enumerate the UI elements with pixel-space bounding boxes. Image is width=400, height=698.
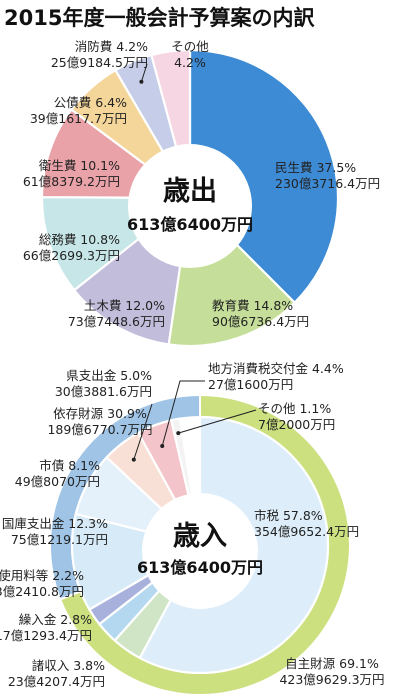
revenue-ring-label-0: 自主財源 69.1% 423億9629.3万円 xyxy=(279,656,384,687)
expense-center-hole xyxy=(128,144,252,268)
expense-label-7: その他 4.2% xyxy=(171,39,209,70)
revenue-label-3: 使用料等 2.2%13億2410.8万円 xyxy=(0,568,84,599)
revenue-leader-8-dot xyxy=(176,431,181,436)
revenue-leader-6-dot xyxy=(131,457,136,462)
revenue-label-5: 市債 8.1% 49億8070万円 xyxy=(15,458,100,489)
expense-label-2: 土木費 12.0% 73億7448.6万円 xyxy=(68,298,165,329)
revenue-label-2: 繰入金 2.8% 17億1293.4万円 xyxy=(0,612,92,643)
revenue-leader-7 xyxy=(161,380,205,447)
expense-label-1: 教育費 14.8% 90億6736.4万円 xyxy=(212,298,309,329)
expense-leader-6 xyxy=(140,63,148,82)
expense-label-0: 民生費 37.5% 230億3716.4万円 xyxy=(275,160,380,191)
revenue-center-total: 613億6400万円 xyxy=(137,558,263,577)
expense-label-5: 公債費 6.4% 39億1617.7万円 xyxy=(30,95,127,126)
revenue-label-7: 地方消費税交付金 4.4% 27億1600万円 xyxy=(208,361,344,392)
revenue-center-title: 歳入 xyxy=(173,521,227,552)
revenue-label-1: 諸収入 3.8% 23億4207.4万円 xyxy=(8,658,105,689)
expense-label-4: 衛生費 10.1% 61億8379.2万円 xyxy=(23,158,120,189)
revenue-label-0: 市税 57.8% 354億9652.4万円 xyxy=(254,508,359,539)
revenue-leader-8 xyxy=(178,409,257,434)
revenue-center-hole xyxy=(142,493,258,609)
revenue-ring-label-1: 依存財源 30.9% 189億6770.7万円 xyxy=(47,406,152,437)
revenue-leader-7-dot xyxy=(160,443,165,448)
revenue-label-8: その他 1.1% 7億2000万円 xyxy=(258,401,335,432)
revenue-label-4: 国庫支出金 12.3% 75億1219.1万円 xyxy=(2,516,108,547)
page-title: 2015年度一般会計予算案の内訳 xyxy=(4,6,315,30)
expense-slice-0 xyxy=(188,48,340,305)
revenue-leader-6 xyxy=(133,403,153,460)
expense-label-6: 消防費 4.2% 25億9184.5万円 xyxy=(51,39,148,70)
expense-leader-6-dot xyxy=(139,79,144,84)
expense-center-title: 歳出 xyxy=(163,176,217,207)
revenue-label-6: 県支出金 5.0% 30億3881.6万円 xyxy=(55,368,152,399)
expense-label-3: 総務費 10.8% 66億2699.3万円 xyxy=(23,232,120,263)
expense-center-total: 613億6400万円 xyxy=(127,215,253,234)
